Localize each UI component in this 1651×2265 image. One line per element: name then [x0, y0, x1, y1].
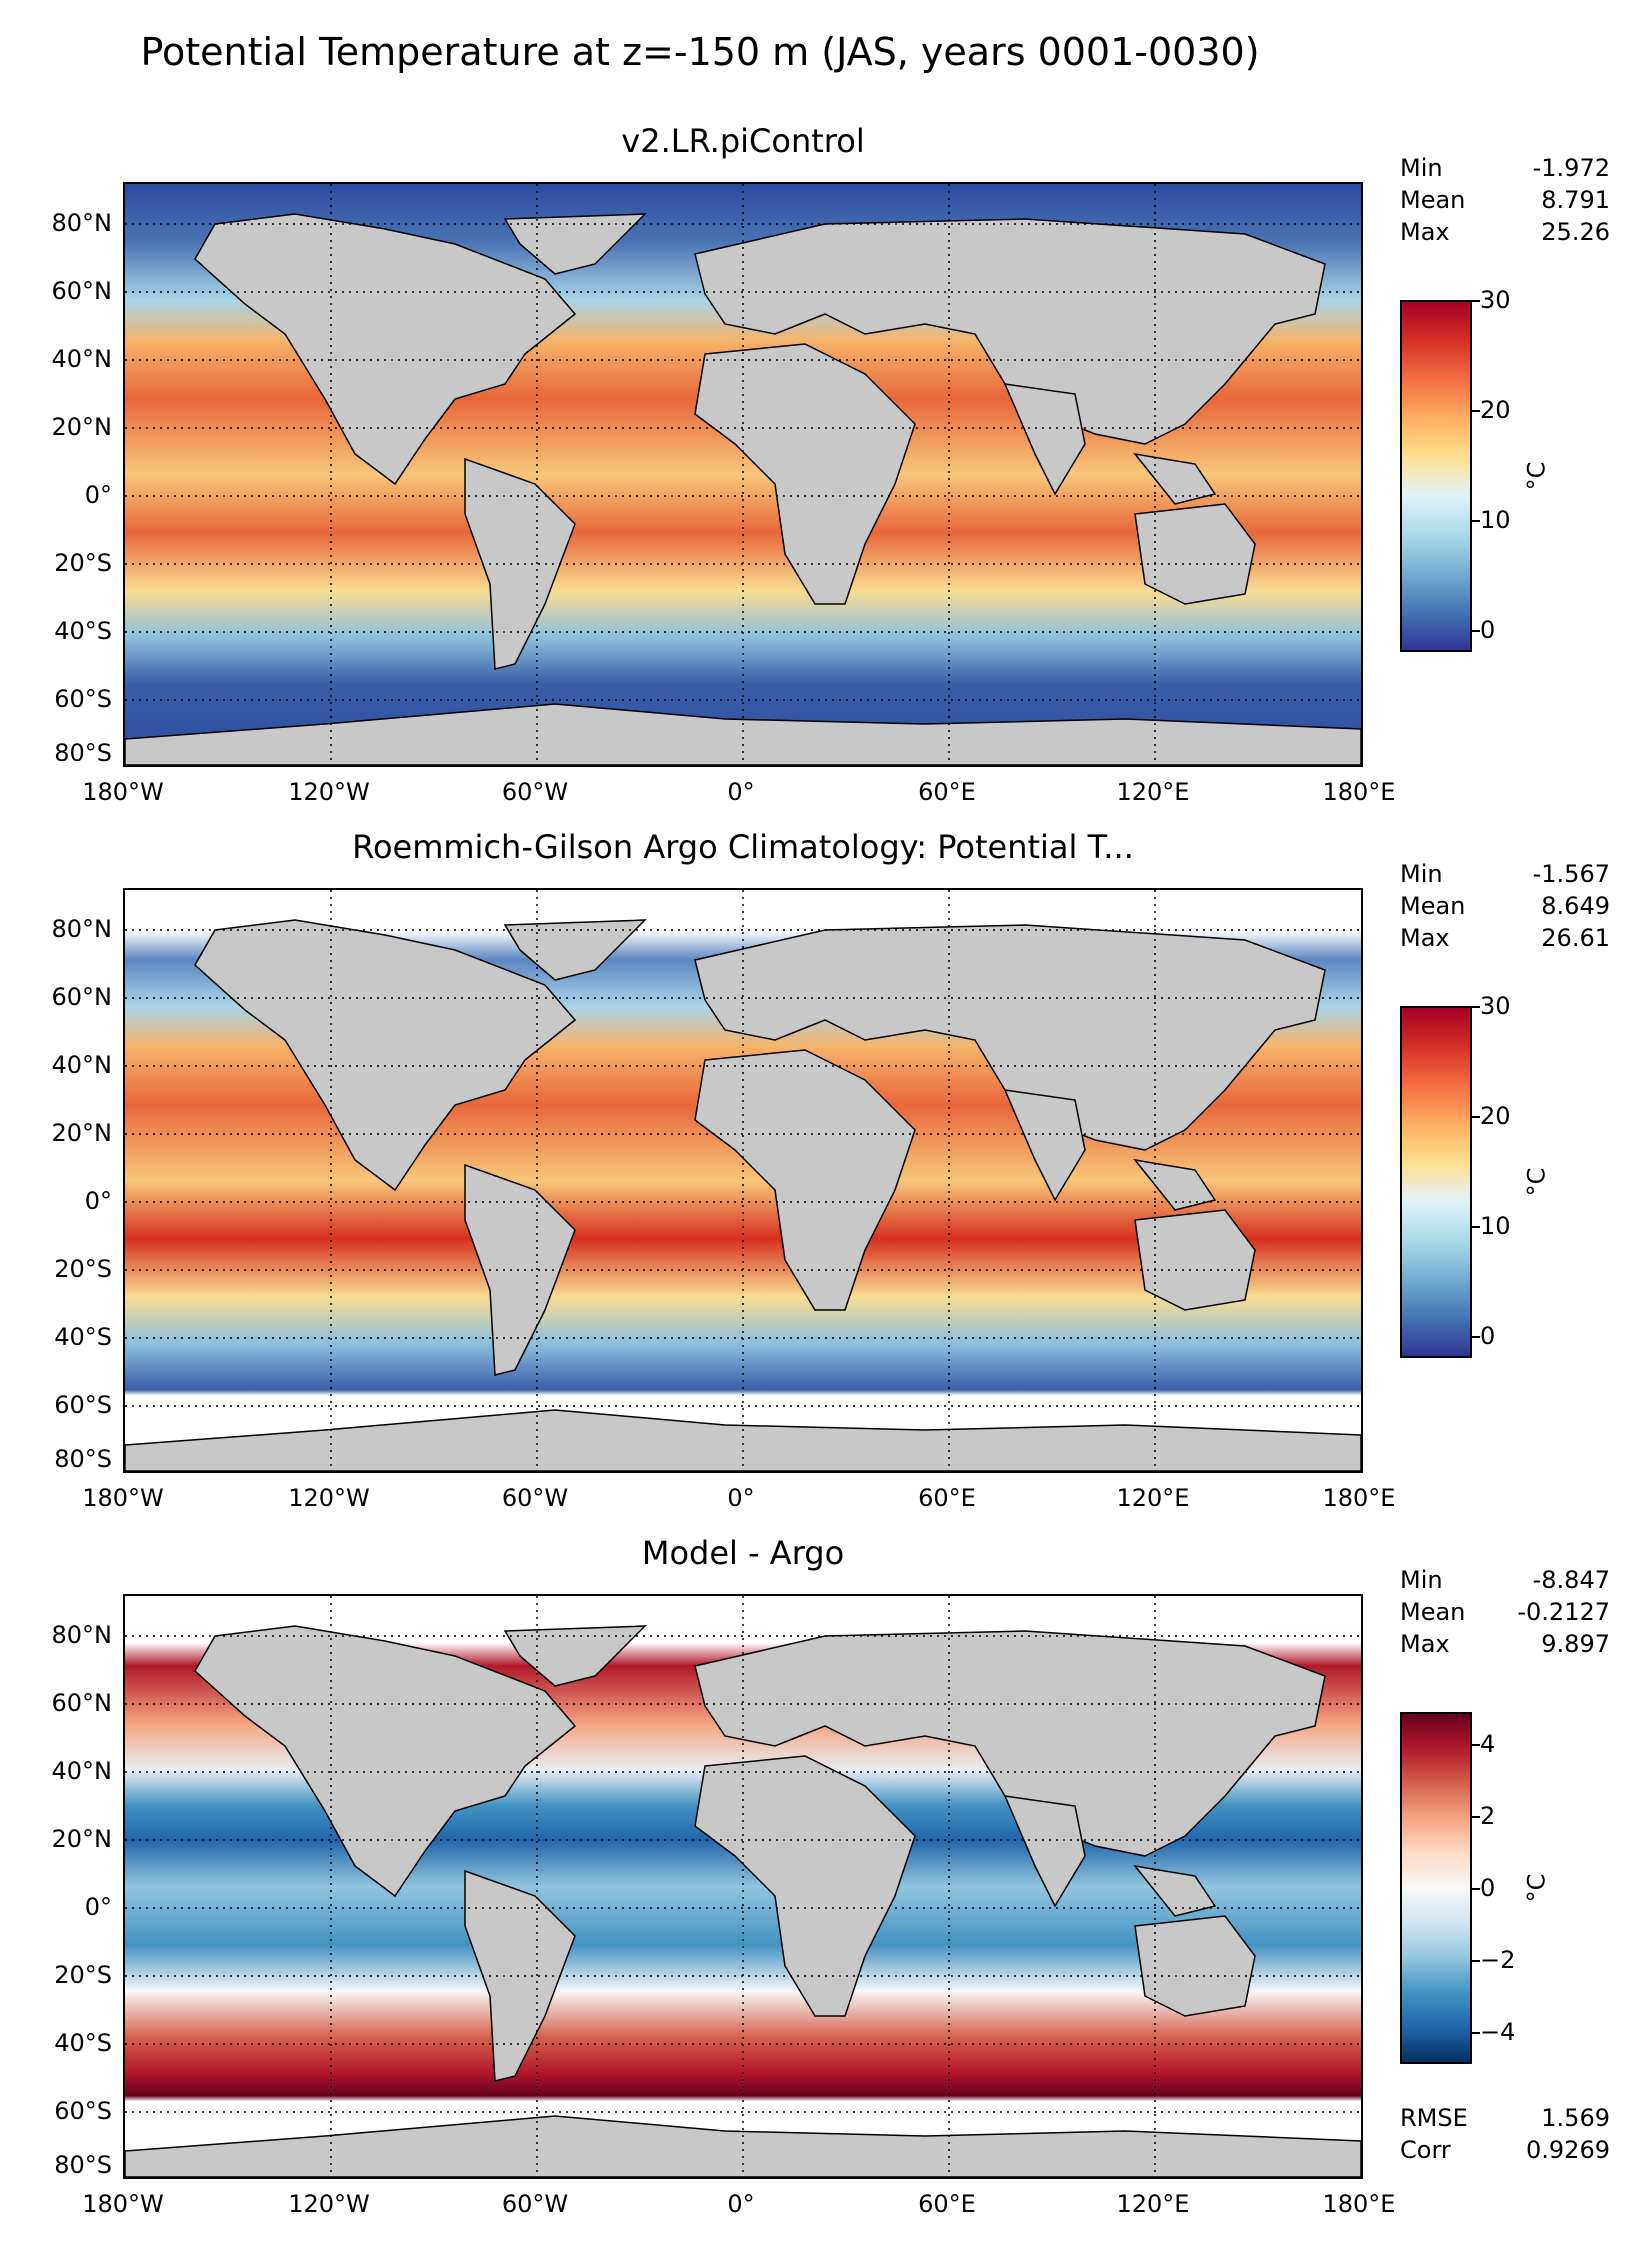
lat-label-80n: 80°N: [51, 915, 113, 943]
panel-3-map: [123, 1594, 1363, 2179]
stat-max: Max 25.26: [1400, 218, 1610, 246]
stat-mean: Mean 8.649: [1400, 892, 1610, 920]
stat-rmse: RMSE 1.569: [1400, 2104, 1610, 2132]
panel-1-stats: Min -1.972 Mean 8.791 Max 25.26: [1400, 152, 1610, 248]
cb1-unit: °C: [1522, 461, 1551, 491]
lon-label-0: 0°: [727, 2190, 755, 2218]
lat-label-20s: 20°S: [54, 549, 112, 577]
lat-label-40s: 40°S: [54, 2029, 112, 2057]
lat-label-80s: 80°S: [54, 739, 112, 767]
lat-label-40s: 40°S: [54, 1323, 112, 1351]
cb2-unit: °C: [1522, 1167, 1551, 1197]
cb1-tick-20: 20: [1480, 396, 1511, 424]
cb2-tick-30: 30: [1480, 992, 1511, 1020]
lat-label-80n: 80°N: [51, 209, 113, 237]
lat-label-60n: 60°N: [51, 983, 113, 1011]
stat-max: Max 26.61: [1400, 924, 1610, 952]
lat-label-60s: 60°S: [54, 1391, 112, 1419]
panel-1-title: v2.LR.piControl: [621, 122, 865, 160]
lon-label-120e: 120°E: [1116, 778, 1190, 806]
lat-label-0: 0°: [84, 1187, 112, 1215]
panel-3-stats: Min -8.847 Mean -0.2127 Max 9.897: [1400, 1564, 1610, 1660]
lon-label-0: 0°: [727, 1484, 755, 1512]
lat-label-0: 0°: [84, 1893, 112, 1921]
lon-label-180e: 180°E: [1322, 778, 1396, 806]
lat-label-20n: 20°N: [51, 413, 113, 441]
lat-label-40s: 40°S: [54, 617, 112, 645]
cb1-tick-30: 30: [1480, 286, 1511, 314]
panel-3-colorbar: [1400, 1712, 1472, 2064]
lon-label-120w: 120°W: [288, 2190, 370, 2218]
lat-label-20s: 20°S: [54, 1255, 112, 1283]
lon-label-180w: 180°W: [82, 1484, 164, 1512]
lat-label-60s: 60°S: [54, 2097, 112, 2125]
lon-label-0: 0°: [727, 778, 755, 806]
panel-2-title: Roemmich-Gilson Argo Climatology: Potent…: [352, 828, 1134, 866]
cb2-tick-0: 0: [1480, 1322, 1496, 1350]
lat-label-20n: 20°N: [51, 1825, 113, 1853]
lat-label-80s: 80°S: [54, 1445, 112, 1473]
lat-label-80n: 80°N: [51, 1621, 113, 1649]
stat-mean: Mean -0.2127: [1400, 1598, 1610, 1626]
cb1-tick-10: 10: [1480, 506, 1511, 534]
lon-label-120w: 120°W: [288, 778, 370, 806]
cb3-tick-0: 0: [1480, 1874, 1496, 1902]
lat-label-0: 0°: [84, 481, 112, 509]
panel-1-map: [123, 182, 1363, 767]
lon-label-60w: 60°W: [501, 778, 569, 806]
stat-min: Min -8.847: [1400, 1566, 1610, 1594]
lon-label-60e: 60°E: [918, 1484, 976, 1512]
cb3-tick-2: 2: [1480, 1802, 1496, 1830]
lon-label-120w: 120°W: [288, 1484, 370, 1512]
stat-min: Min -1.567: [1400, 860, 1610, 888]
lat-label-80s: 80°S: [54, 2151, 112, 2179]
lat-label-60s: 60°S: [54, 685, 112, 713]
panel-2-colorbar: [1400, 1006, 1472, 1358]
lon-label-180e: 180°E: [1322, 1484, 1396, 1512]
stat-max: Max 9.897: [1400, 1630, 1610, 1658]
lon-label-180e: 180°E: [1322, 2190, 1396, 2218]
lat-label-40n: 40°N: [51, 345, 113, 373]
cb3-tick-neg4: −4: [1480, 2018, 1516, 2046]
cb3-tick-neg2: −2: [1480, 1946, 1516, 1974]
lat-label-40n: 40°N: [51, 1757, 113, 1785]
lat-label-20s: 20°S: [54, 1961, 112, 1989]
panel-3-title: Model - Argo: [641, 1534, 845, 1572]
lat-label-60n: 60°N: [51, 277, 113, 305]
stat-mean: Mean 8.791: [1400, 186, 1610, 214]
lat-label-20n: 20°N: [51, 1119, 113, 1147]
cb2-tick-20: 20: [1480, 1102, 1511, 1130]
stat-min: Min -1.972: [1400, 154, 1610, 182]
panel-2-stats: Min -1.567 Mean 8.649 Max 26.61: [1400, 858, 1610, 954]
lon-label-120e: 120°E: [1116, 2190, 1190, 2218]
lon-label-180w: 180°W: [82, 2190, 164, 2218]
cb3-unit: °C: [1522, 1873, 1551, 1903]
lon-label-60w: 60°W: [501, 1484, 569, 1512]
figure-suptitle: Potential Temperature at z=-150 m (JAS, …: [140, 30, 1260, 74]
cb1-tick-0: 0: [1480, 616, 1496, 644]
lat-label-40n: 40°N: [51, 1051, 113, 1079]
lon-label-120e: 120°E: [1116, 1484, 1190, 1512]
lon-label-60e: 60°E: [918, 778, 976, 806]
panel-1-colorbar: [1400, 300, 1472, 652]
cb2-tick-10: 10: [1480, 1212, 1511, 1240]
stat-corr: Corr 0.9269: [1400, 2136, 1610, 2164]
lon-label-60e: 60°E: [918, 2190, 976, 2218]
lat-label-60n: 60°N: [51, 1689, 113, 1717]
panel-2-map: [123, 888, 1363, 1473]
panel-3-extra-stats: RMSE 1.569 Corr 0.9269: [1400, 2102, 1610, 2166]
lon-label-180w: 180°W: [82, 778, 164, 806]
cb3-tick-4: 4: [1480, 1730, 1496, 1758]
lon-label-60w: 60°W: [501, 2190, 569, 2218]
